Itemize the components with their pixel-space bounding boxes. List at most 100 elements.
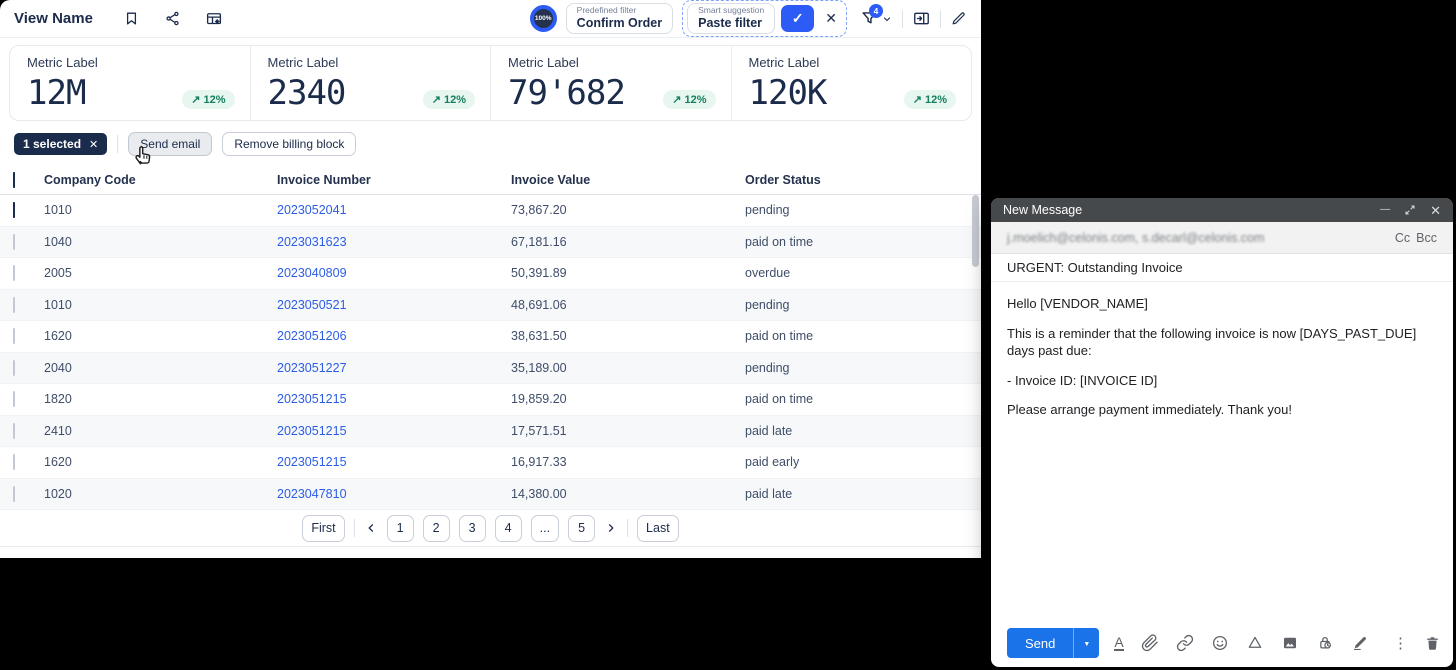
metric-card[interactable]: Metric Label 12M ↗ 12% <box>10 46 250 120</box>
metric-label: Metric Label <box>27 55 98 70</box>
trend-value: 12% <box>684 93 707 106</box>
row-checkbox[interactable] <box>13 233 15 250</box>
table-row[interactable]: 2040 2023051227 35,189.00 pending <box>0 352 981 384</box>
page-number-button[interactable]: ... <box>530 514 560 542</box>
metric-card[interactable]: Metric Label 79'682 ↗ 12% <box>490 46 731 120</box>
table-row[interactable]: 1820 2023051215 19,859.20 paid on time <box>0 384 981 416</box>
close-icon[interactable]: ✕ <box>1430 202 1441 218</box>
clear-selection-icon[interactable]: ✕ <box>89 138 99 151</box>
selection-chip[interactable]: 1 selected ✕ <box>14 133 108 155</box>
metric-trend-badge: ↗ 12% <box>422 90 475 109</box>
page-number-button[interactable]: 4 <box>494 514 522 542</box>
expand-icon[interactable] <box>1404 204 1416 216</box>
column-header-order-status[interactable]: Order Status <box>745 173 821 187</box>
metric-label: Metric Label <box>748 55 820 70</box>
table-row[interactable]: 1020 2023047810 14,380.00 paid late <box>0 478 981 510</box>
metric-trend-badge: ↗ 12% <box>182 90 235 109</box>
table-settings-icon[interactable] <box>205 10 223 28</box>
remove-billing-block-button[interactable]: Remove billing block <box>222 132 357 156</box>
row-checkbox[interactable] <box>13 422 15 439</box>
cell-invoice-number-link[interactable]: 2023040809 <box>277 266 347 281</box>
table-row[interactable]: 2410 2023051215 17,571.51 paid late <box>0 415 981 447</box>
column-header-invoice-number[interactable]: Invoice Number <box>277 173 371 187</box>
page-number-button[interactable]: 5 <box>568 514 596 542</box>
cell-invoice-value: 19,859.20 <box>511 392 567 407</box>
table-row[interactable]: 1010 2023052041 73,867.20 pending <box>0 195 981 227</box>
page-number-button[interactable]: 1 <box>386 514 414 542</box>
table-row[interactable]: 1620 2023051206 38,631.50 paid on time <box>0 321 981 353</box>
bcc-button[interactable]: Bcc <box>1416 230 1437 245</box>
confidential-mode-icon[interactable] <box>1316 634 1334 652</box>
insert-signature-icon[interactable] <box>1351 634 1369 652</box>
subject-field[interactable]: URGENT: Outstanding Invoice <box>991 254 1453 282</box>
select-all-checkbox[interactable] <box>13 172 15 188</box>
metric-trend-badge: ↗ 12% <box>903 90 956 109</box>
open-panel-icon[interactable] <box>912 9 931 28</box>
cell-invoice-value: 35,189.00 <box>511 360 567 375</box>
table-row[interactable]: 2005 2023040809 50,391.89 overdue <box>0 258 981 290</box>
metric-value: 12M <box>27 73 86 113</box>
metric-value: 2340 <box>267 73 347 113</box>
cell-invoice-number-link[interactable]: 2023031623 <box>277 234 347 249</box>
send-button[interactable]: Send <box>1007 628 1074 658</box>
cell-invoice-number-link[interactable]: 2023052041 <box>277 203 347 218</box>
row-checkbox[interactable] <box>13 485 15 502</box>
page-number-button[interactable]: 2 <box>422 514 450 542</box>
table-row[interactable]: 1010 2023050521 48,691.06 pending <box>0 289 981 321</box>
cell-invoice-number-link[interactable]: 2023051215 <box>277 455 347 470</box>
share-icon[interactable] <box>164 10 181 28</box>
bookmark-icon[interactable] <box>123 10 140 28</box>
edit-pencil-icon[interactable] <box>950 10 967 27</box>
formatting-options-icon[interactable]: A <box>1114 634 1124 651</box>
table-row[interactable]: 1620 2023051215 16,917.33 paid early <box>0 447 981 479</box>
cell-invoice-value: 14,380.00 <box>511 486 567 501</box>
cell-order-status: paid on time <box>745 392 814 407</box>
cell-invoice-number-link[interactable]: 2023051215 <box>277 392 347 407</box>
cell-invoice-number-link[interactable]: 2023051206 <box>277 329 347 344</box>
row-checkbox[interactable] <box>13 454 15 471</box>
metric-card[interactable]: Metric Label 120K ↗ 12% <box>730 46 972 120</box>
table-row[interactable]: 1040 2023031623 67,181.16 paid on time <box>0 226 981 258</box>
row-checkbox[interactable] <box>13 391 15 408</box>
table-scrollbar-thumb[interactable] <box>972 195 979 267</box>
accept-suggestion-button[interactable]: ✓ <box>781 5 815 32</box>
pagination-last-button[interactable]: Last <box>637 514 679 542</box>
row-checkbox[interactable] <box>13 359 15 376</box>
pagination-next-button[interactable] <box>604 521 618 535</box>
row-checkbox[interactable] <box>13 202 15 219</box>
row-checkbox[interactable] <box>13 328 15 345</box>
filters-menu[interactable]: 4 <box>856 4 893 28</box>
insert-emoji-icon[interactable] <box>1211 634 1229 652</box>
send-options-arrow[interactable]: ▼ <box>1073 628 1100 658</box>
insert-photo-icon[interactable] <box>1281 634 1299 652</box>
pagination-first-button[interactable]: First <box>302 514 345 542</box>
cell-invoice-number-link[interactable]: 2023047810 <box>277 486 347 501</box>
more-options-icon[interactable]: ⋮ <box>1393 635 1408 652</box>
send-email-button[interactable]: Send email <box>128 132 213 156</box>
column-header-invoice-value[interactable]: Invoice Value <box>511 173 591 187</box>
cc-button[interactable]: Cc <box>1394 230 1411 245</box>
metric-card[interactable]: Metric Label 2340 ↗ 12% <box>249 46 491 120</box>
row-checkbox[interactable] <box>13 296 15 313</box>
cell-invoice-number-link[interactable]: 2023051227 <box>277 360 347 375</box>
row-checkbox[interactable] <box>13 265 15 282</box>
smart-suggestion-button[interactable]: Smart suggestion Paste filter <box>687 3 776 34</box>
attach-file-icon[interactable] <box>1141 634 1159 652</box>
column-header-company-code[interactable]: Company Code <box>44 173 136 187</box>
dropdown-icon: ▼ <box>1083 641 1091 648</box>
pagination: First 1 2 3 4... 5 Last <box>0 510 981 547</box>
insert-from-drive-icon[interactable] <box>1246 634 1264 652</box>
compose-titlebar[interactable]: New Message — ✕ <box>991 198 1453 222</box>
discard-draft-icon[interactable] <box>1424 635 1441 652</box>
message-body[interactable]: Hello [VENDOR_NAME] This is a reminder th… <box>991 282 1453 444</box>
cell-invoice-number-link[interactable]: 2023051215 <box>277 423 347 438</box>
pagination-prev-button[interactable] <box>364 521 378 535</box>
minimize-icon[interactable]: — <box>1380 204 1391 215</box>
insert-link-icon[interactable] <box>1176 634 1194 652</box>
recipients-field[interactable]: j.moelich@celonis.com, s.decarl@celonis.… <box>991 222 1453 254</box>
predefined-filter-button[interactable]: Predefined filter Confirm Order <box>565 3 674 34</box>
page-number-button[interactable]: 3 <box>458 514 486 542</box>
dismiss-suggestion-button[interactable]: ✕ <box>820 10 842 27</box>
cell-invoice-number-link[interactable]: 2023050521 <box>277 297 347 312</box>
readiness-ring[interactable]: 100% <box>529 5 557 32</box>
